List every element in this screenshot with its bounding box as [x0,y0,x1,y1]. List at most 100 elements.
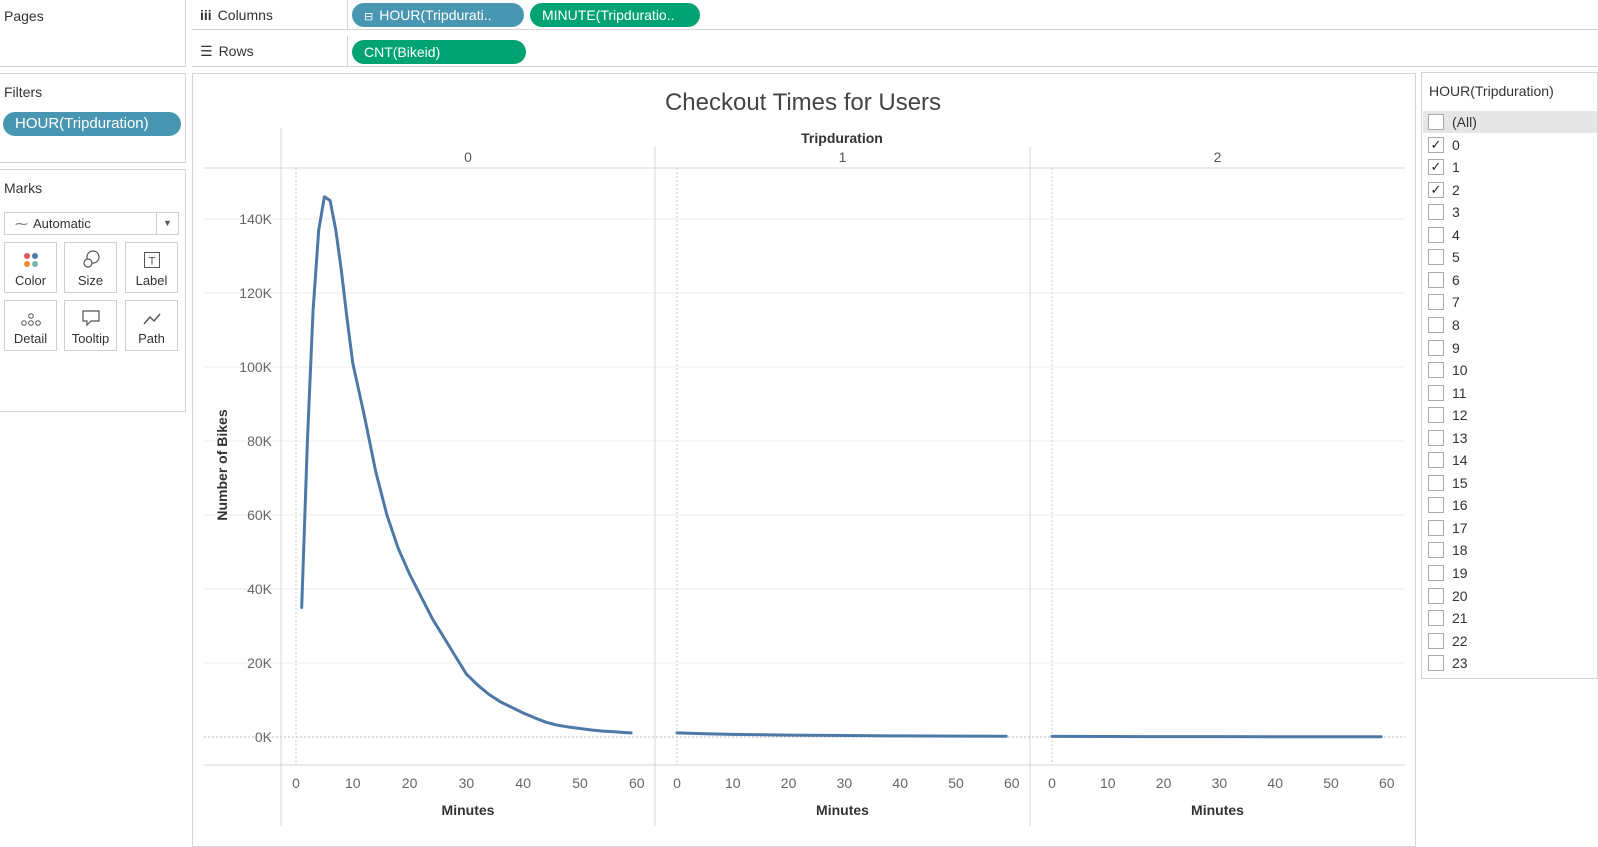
filter-item[interactable]: ✓ 2 [1428,180,1460,200]
columns-pill-hour[interactable]: ⊟ HOUR(Tripdurati.. [352,3,524,27]
checkbox-icon[interactable] [1428,497,1444,514]
checkbox-icon[interactable] [1428,294,1444,311]
marks-path-button[interactable]: Path [125,300,178,351]
x-tick-label: 0 [292,775,300,791]
filter-item[interactable]: 4 [1428,225,1460,245]
checkbox-icon[interactable] [1428,610,1444,627]
filter-item[interactable]: 16 [1428,495,1468,515]
filter-item[interactable]: 6 [1428,270,1460,290]
filter-item-label: 17 [1452,519,1468,536]
checkbox-icon[interactable] [1428,565,1444,581]
checkbox-checked-icon[interactable]: ✓ [1428,181,1444,198]
filter-item[interactable]: 7 [1428,292,1460,312]
x-tick-label: 60 [1004,775,1020,791]
checkbox-icon[interactable] [1428,632,1444,649]
checkbox-icon[interactable] [1428,519,1444,536]
marks-size-label: Size [77,273,104,288]
panel-header-label: 2 [1214,149,1222,165]
filter-item[interactable]: 8 [1428,315,1460,335]
x-tick-label: 30 [459,775,475,791]
filter-item-label: 22 [1452,632,1468,649]
checkbox-checked-icon[interactable]: ✓ [1428,136,1444,153]
filter-item[interactable]: 13 [1428,428,1468,448]
y-tick-label: 120K [239,285,272,301]
filter-item[interactable]: 15 [1428,473,1468,493]
filters-title: Filters [4,84,43,100]
checkbox-icon[interactable] [1428,114,1444,130]
marks-label-label: Label [135,273,168,288]
filter-item[interactable]: (All) [1428,112,1477,132]
marks-tooltip-button[interactable]: Tooltip [64,300,117,351]
y-tick-label: 80K [247,433,273,449]
y-tick-label: 100K [239,359,272,375]
column-header-title: Tripduration [801,130,883,146]
marks-size-button[interactable]: Size [64,242,117,293]
filter-item[interactable]: 5 [1428,247,1460,267]
checkbox-icon[interactable] [1428,271,1444,288]
line-mark-icon: ⁓ [15,216,28,231]
checkbox-icon[interactable] [1428,474,1444,491]
filter-item[interactable]: ✓ 1 [1428,157,1460,177]
checkbox-icon[interactable] [1428,204,1444,221]
label-icon: T [143,252,160,268]
checkbox-icon[interactable] [1428,316,1444,333]
checkbox-icon[interactable] [1428,655,1444,672]
collapse-icon[interactable]: ⊟ [364,11,374,23]
checkbox-icon[interactable] [1428,429,1444,446]
detail-icon [20,313,41,326]
filter-item-label: 14 [1452,452,1468,469]
chart-title: Checkout Times for Users [665,89,941,116]
filter-item[interactable]: 21 [1428,608,1468,628]
checkbox-icon[interactable] [1428,452,1444,469]
marks-detail-button[interactable]: Detail [4,300,57,351]
marks-color-button[interactable]: Color [4,242,57,293]
filter-item[interactable]: 3 [1428,202,1460,222]
x-tick-label: 10 [725,775,741,791]
chevron-down-icon[interactable]: ▼ [156,213,178,234]
filters-panel: Filters HOUR(Tripduration) [0,73,186,163]
rows-shelf[interactable]: ☰ Rows CNT(Bikeid) [192,36,1598,67]
y-tick-label: 140K [239,211,272,227]
x-tick-label: 30 [1212,775,1228,791]
filter-item[interactable]: 11 [1428,383,1467,403]
filter-item[interactable]: 9 [1428,338,1460,358]
marks-label-button[interactable]: T Label [125,242,178,293]
checkbox-icon[interactable] [1428,226,1444,243]
filter-item[interactable]: 10 [1428,360,1468,380]
x-axis-label: Minutes [1191,802,1244,818]
filter-item[interactable]: 19 [1428,563,1468,583]
checkbox-icon[interactable] [1428,362,1444,379]
filter-item[interactable]: ✓ 0 [1428,135,1460,155]
checkbox-icon[interactable] [1428,249,1444,266]
columns-shelf[interactable]: iii Columns ⊟ HOUR(Tripdurati.. MINUTE(Tri… [192,0,1598,30]
filter-item[interactable]: 14 [1428,450,1468,470]
checkbox-icon[interactable] [1428,384,1444,401]
y-tick-label: 60K [247,507,273,523]
columns-pill-minute[interactable]: MINUTE(Tripduratio.. [530,3,700,27]
filter-pill-hour[interactable]: HOUR(Tripduration) [3,112,181,136]
filter-item[interactable]: 22 [1428,631,1468,651]
checkbox-icon[interactable] [1428,339,1444,356]
rows-pill-cnt[interactable]: CNT(Bikeid) [352,40,526,64]
filter-item[interactable]: 23 [1428,653,1468,673]
series-line-panel-0 [300,195,633,735]
filter-item-label: 11 [1452,384,1467,401]
filter-item[interactable]: 17 [1428,518,1468,538]
x-tick-label: 40 [515,775,531,791]
checkbox-checked-icon[interactable]: ✓ [1428,159,1444,176]
marks-panel: Marks ⁓ Automatic ▼ Color Size T Label De… [0,169,186,412]
mark-type-dropdown[interactable]: ⁓ Automatic ▼ [4,212,179,235]
svg-text:T: T [148,256,155,268]
y-tick-label: 40K [247,581,273,597]
columns-label: iii Columns [192,0,348,29]
filter-item[interactable]: 12 [1428,405,1468,425]
filter-item-label: 5 [1452,249,1460,266]
filter-item[interactable]: 18 [1428,540,1468,560]
x-tick-label: 20 [402,775,418,791]
filter-item[interactable]: 20 [1428,586,1468,606]
series-line-panel-1 [675,731,1008,738]
checkbox-icon[interactable] [1428,587,1444,604]
checkbox-icon[interactable] [1428,407,1444,424]
checkbox-icon[interactable] [1428,542,1444,559]
